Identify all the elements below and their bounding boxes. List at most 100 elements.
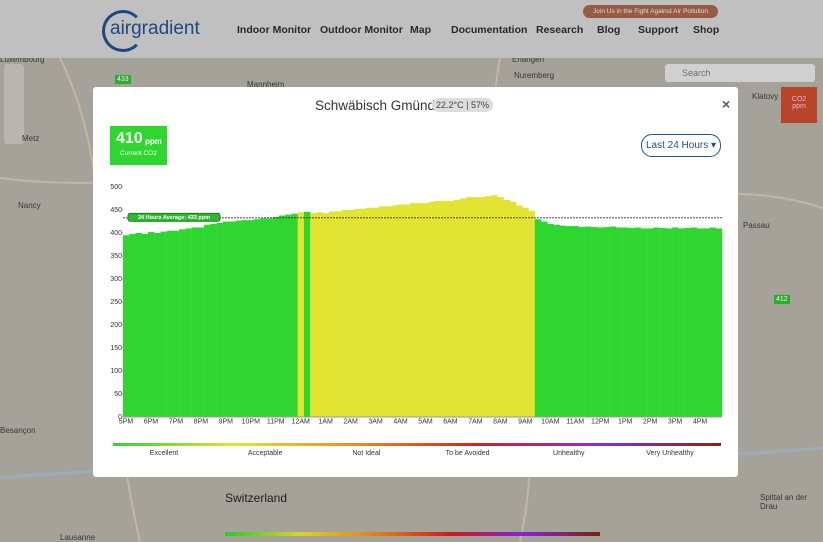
bar: [147, 232, 155, 417]
bar: [634, 227, 642, 417]
nav-link[interactable]: Map: [410, 24, 431, 36]
close-button[interactable]: ×: [722, 96, 731, 112]
bar: [341, 210, 348, 417]
bar: [491, 195, 498, 417]
nav-link[interactable]: Shop: [693, 24, 720, 36]
bar: [185, 228, 192, 417]
y-tick-label: 400: [110, 230, 122, 237]
x-tick-label: 1AM: [318, 418, 333, 425]
bar: [603, 227, 610, 417]
weather-badge: 22.2°C | 57%: [432, 98, 493, 112]
bar: [466, 197, 473, 417]
current-label: Current CO2: [120, 150, 157, 157]
nav-link[interactable]: Indoor Monitor: [237, 24, 312, 36]
bar: [572, 226, 579, 417]
bar: [665, 228, 673, 417]
bar: [503, 199, 511, 417]
x-tick-label: 8PM: [194, 418, 209, 425]
bar: [272, 216, 280, 417]
search-box[interactable]: Search: [665, 64, 815, 82]
map-marker[interactable]: 412: [774, 295, 790, 304]
x-tick-label: 2PM: [643, 418, 658, 425]
bar: [254, 219, 261, 417]
bar: [328, 211, 336, 417]
bar: [578, 227, 585, 417]
bar: [516, 205, 523, 417]
map-scale-bar: [225, 532, 600, 536]
bar: [628, 227, 635, 417]
bar: [416, 203, 423, 417]
nav-link[interactable]: Research: [536, 24, 584, 36]
cta-button[interactable]: Join Us in the Fight Against Air Polluti…: [583, 5, 718, 18]
y-tick-label: 50: [114, 391, 122, 398]
bar: [316, 212, 323, 417]
bar: [703, 228, 710, 417]
scale-label: Very Unhealthy: [646, 450, 694, 457]
modal: Schwäbisch Gmünd 22.2°C | 57% × 410 ppm …: [93, 87, 738, 477]
bar: [653, 227, 660, 417]
bar: [191, 227, 199, 417]
bar: [360, 208, 367, 417]
y-tick-label: 450: [110, 207, 122, 214]
map-place: Switzerland: [225, 491, 288, 505]
bar: [353, 209, 361, 417]
bar: [547, 223, 554, 417]
bar: [204, 224, 211, 417]
x-tick-label: 1PM: [618, 418, 633, 425]
layer-unit: ppm: [792, 103, 806, 110]
y-tick-label: 350: [110, 253, 122, 260]
current-value: 410: [116, 130, 143, 147]
layer-button[interactable]: CO2 ppm: [781, 87, 817, 123]
y-tick-label: 0: [118, 414, 122, 421]
bar: [541, 221, 548, 417]
bar: [372, 207, 380, 417]
bar: [715, 228, 723, 417]
nav-link[interactable]: Support: [638, 24, 679, 36]
logo[interactable]: airgradient: [110, 18, 200, 39]
bar: [154, 233, 161, 417]
logo-mark: [102, 10, 144, 52]
bar: [697, 228, 704, 417]
map-marker[interactable]: 433: [115, 75, 131, 84]
zoom-controls[interactable]: [4, 64, 24, 144]
bar: [241, 220, 248, 417]
bar: [453, 199, 461, 417]
bar: [397, 204, 404, 417]
bar: [615, 227, 623, 417]
bar: [235, 220, 242, 417]
nav-link[interactable]: Documentation: [451, 24, 528, 36]
map-place: Klatovy: [752, 92, 779, 101]
bar: [690, 227, 698, 417]
bar: [609, 226, 617, 417]
bar: [179, 229, 186, 417]
nav-link[interactable]: Outdoor Monitor: [320, 24, 403, 36]
bar: [478, 197, 486, 417]
bar: [166, 230, 174, 417]
bar: [684, 227, 692, 417]
bar: [129, 233, 136, 417]
bar: [378, 206, 386, 417]
bar: [472, 197, 479, 417]
range-dropdown[interactable]: Last 24 Hours ▾: [641, 134, 721, 157]
search-placeholder: Search: [682, 68, 711, 78]
bar: [266, 218, 273, 417]
bar: [322, 213, 330, 417]
bar: [622, 227, 629, 417]
bar: [659, 227, 667, 417]
current-co2: 410 ppm Current CO2: [110, 126, 167, 165]
bar: [260, 218, 267, 417]
nav-link[interactable]: Blog: [597, 24, 621, 36]
x-tick-label: 7AM: [468, 418, 483, 425]
current-unit: ppm: [145, 137, 162, 146]
average-label: 24 Hours Average: 433 ppm: [138, 215, 210, 221]
bar: [584, 226, 592, 417]
bar: [559, 225, 567, 417]
x-tick-label: 12AM: [292, 418, 310, 425]
bar: [522, 207, 529, 417]
bar: [135, 233, 142, 417]
map-place: Mannheim: [247, 80, 285, 89]
range-label: Last 24 Hours: [645, 140, 709, 151]
bar: [553, 224, 560, 417]
scale-bar: [113, 443, 721, 446]
scale-label: Not Ideal: [352, 450, 380, 457]
